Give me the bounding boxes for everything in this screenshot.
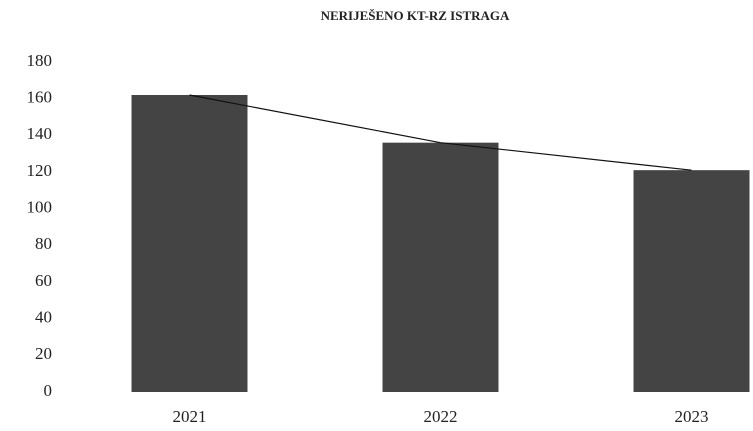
y-tick-label: 60 xyxy=(35,271,52,290)
bar xyxy=(633,170,750,392)
y-tick-label: 100 xyxy=(27,198,53,217)
y-tick-label: 140 xyxy=(27,124,53,143)
y-tick-label: 160 xyxy=(27,88,53,107)
y-tick-label: 40 xyxy=(35,308,52,327)
bar xyxy=(382,142,499,392)
bar xyxy=(131,95,248,392)
x-tick-label: 2021 xyxy=(173,407,207,426)
y-tick-label: 120 xyxy=(27,161,53,180)
chart-title: NERIJEŠENO KT-RZ ISTRAGA xyxy=(321,8,510,23)
x-tick-label: 2023 xyxy=(675,407,709,426)
y-tick-label: 180 xyxy=(27,51,53,70)
y-tick-label: 20 xyxy=(35,344,52,363)
y-tick-label: 0 xyxy=(44,381,53,400)
x-tick-label: 2022 xyxy=(424,407,458,426)
y-tick-label: 80 xyxy=(35,234,52,253)
trend-line xyxy=(189,94,692,171)
